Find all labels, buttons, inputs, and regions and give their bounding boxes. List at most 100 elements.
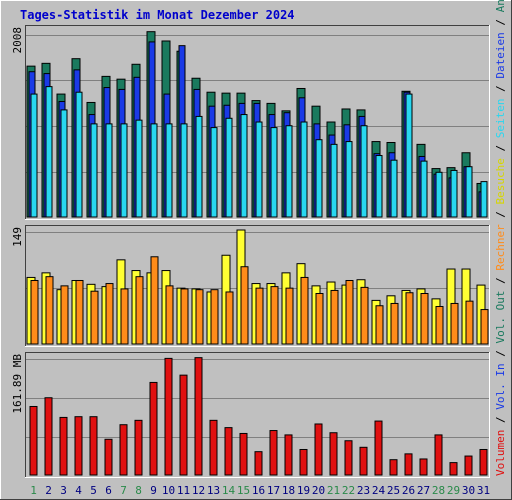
day-label: 7: [120, 484, 127, 497]
day-label: 4: [75, 484, 82, 497]
seiten-bar: [135, 119, 143, 218]
volumen-bar: [404, 453, 413, 476]
seiten-bar: [120, 123, 128, 218]
rechner-bar: [165, 285, 174, 345]
legend-entry: /: [494, 79, 507, 99]
seiten-bar: [465, 166, 473, 218]
legend-entry: /: [494, 410, 507, 430]
day-label: 2: [45, 484, 52, 497]
volumen-bar: [299, 448, 308, 476]
legend-entry: Vol. In: [494, 363, 507, 409]
rechner-bar: [480, 309, 489, 345]
seiten-bar: [225, 117, 233, 218]
rechner-bar: [405, 292, 414, 345]
rechner-bar: [360, 286, 369, 345]
right-legend-text: Volumen / Vol. In / Vol. Out / Rechner /…: [494, 0, 507, 476]
day-label: 3: [60, 484, 67, 497]
volumen-bar: [449, 462, 458, 476]
seiten-bar: [180, 123, 188, 218]
seiten-bar: [420, 160, 428, 218]
legend-entry: /: [494, 138, 507, 158]
rechner-bar: [375, 305, 384, 345]
rechner-bar: [435, 306, 444, 345]
requests-panel-y-max-label: 2008: [11, 27, 24, 54]
volume-panel-y-max-label: 161.89 MB: [11, 354, 24, 414]
day-label: 6: [105, 484, 112, 497]
seiten-bar: [195, 115, 203, 218]
volumen-bar: [89, 416, 98, 476]
rechner-bar: [75, 279, 84, 345]
volumen-bar: [149, 381, 158, 476]
seiten-bar: [390, 159, 398, 218]
day-label: 28: [432, 484, 445, 497]
day-label: 11: [177, 484, 190, 497]
seiten-bar: [210, 127, 218, 218]
seiten-bar: [270, 127, 278, 218]
seiten-bar: [285, 125, 293, 218]
legend-entry: Besuche: [494, 158, 507, 204]
legend-entry: /: [494, 204, 507, 224]
visits-panel: 149: [11, 225, 490, 347]
rechner-bar: [180, 288, 189, 345]
seiten-bar: [480, 181, 488, 218]
seiten-bar: [435, 171, 443, 218]
rechner-bar: [120, 288, 129, 345]
volumen-bar: [59, 416, 68, 476]
seiten-bar: [315, 139, 323, 218]
rechner-bar: [330, 289, 339, 345]
rechner-bar: [465, 300, 474, 345]
day-label: 23: [357, 484, 370, 497]
legend-entry: Dateien: [494, 32, 507, 78]
rechner-bar: [150, 256, 159, 345]
day-label: 15: [237, 484, 250, 497]
day-label: 22: [342, 484, 355, 497]
seiten-bar: [165, 123, 173, 218]
volumen-bar: [254, 451, 263, 476]
legend-entry: Rechner: [494, 224, 507, 271]
day-label: 29: [447, 484, 460, 497]
day-label: 8: [135, 484, 142, 497]
volumen-bar: [224, 427, 233, 476]
seiten-bar: [405, 93, 413, 218]
rechner-bar: [255, 287, 264, 345]
seiten-bar: [345, 141, 353, 218]
volume-panel: 161.89 MB: [11, 352, 490, 478]
day-label: 30: [462, 484, 475, 497]
day-label: 25: [387, 484, 400, 497]
day-axis-labels: 1 2 3 4 5 6 7 8 9 10 11 12 13 14 15 16 17 18 19 20 21 22 23 24 2…: [30, 484, 490, 497]
volumen-bar: [344, 440, 353, 476]
volumen-bar: [119, 424, 128, 476]
seiten-bar: [330, 143, 338, 218]
legend-entry: /: [494, 344, 507, 364]
rechner-bar: [345, 279, 354, 345]
volumen-bar: [194, 357, 203, 476]
rechner-bar: [135, 276, 144, 345]
volumen-bar: [209, 419, 218, 476]
day-label: 21: [327, 484, 340, 497]
rechner-bar: [450, 302, 459, 345]
seiten-bar: [300, 121, 308, 218]
volumen-bar: [419, 458, 428, 476]
volumen-bar: [179, 374, 188, 476]
legend-entry: Seiten: [494, 98, 507, 138]
day-label: 20: [312, 484, 325, 497]
volumen-bar: [74, 416, 83, 476]
day-label: 1: [30, 484, 37, 497]
seiten-bar: [255, 121, 263, 218]
day-label: 18: [282, 484, 295, 497]
day-label: 26: [402, 484, 415, 497]
legend-entry: /: [494, 12, 507, 32]
volumen-bar: [314, 423, 323, 476]
day-label: 31: [477, 484, 490, 497]
volumen-bar: [284, 434, 293, 476]
legend-entry: /: [494, 271, 507, 291]
rechner-bar: [270, 286, 279, 345]
day-label: 12: [192, 484, 205, 497]
day-label: 9: [150, 484, 157, 497]
volumen-bar: [44, 397, 53, 476]
rechner-bar: [300, 276, 309, 345]
legend-entry: Volumen: [494, 430, 507, 476]
legend-entry: Anfragen: [494, 0, 507, 12]
